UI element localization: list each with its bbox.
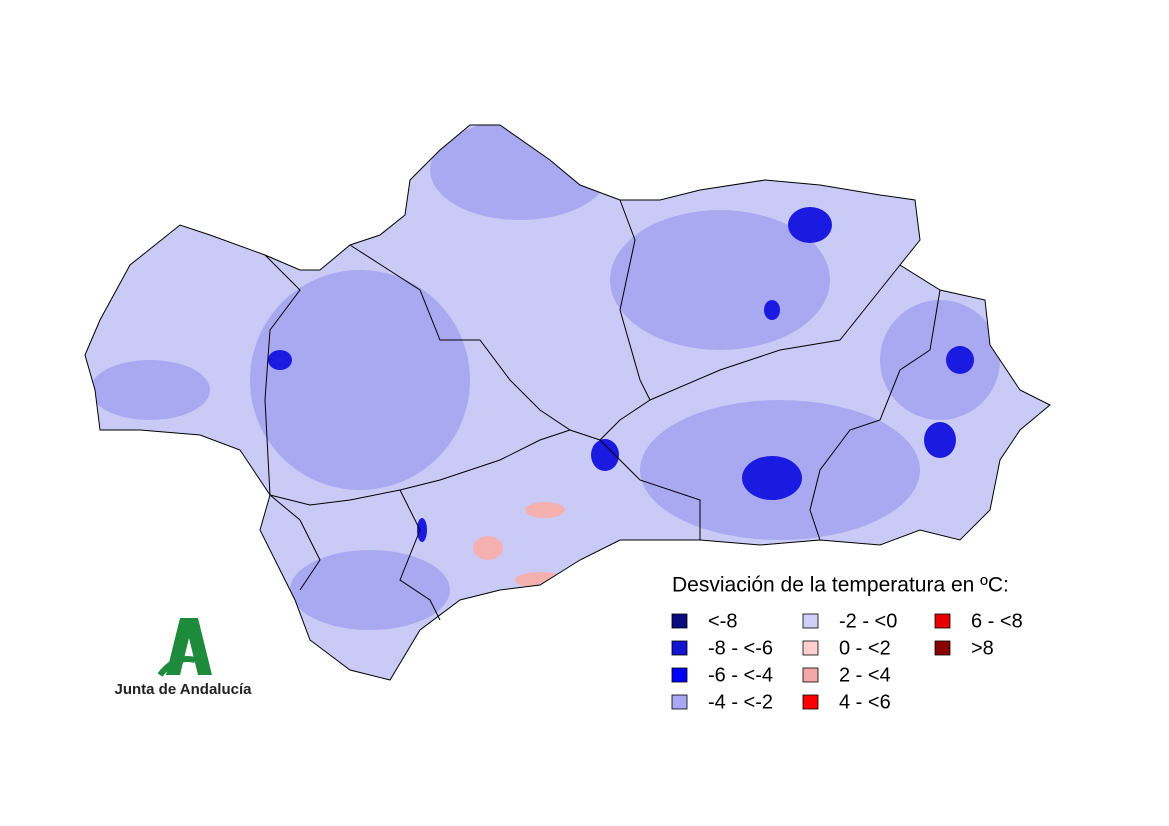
legend-swatch xyxy=(671,613,688,629)
legend-label: 6 - <8 xyxy=(971,610,1023,632)
region-fill xyxy=(417,518,427,542)
region-fill xyxy=(591,439,619,471)
province-borders xyxy=(264,199,941,621)
legend-swatch xyxy=(671,667,688,683)
region-fill xyxy=(788,207,832,243)
region-fill xyxy=(742,456,802,500)
legend-swatch xyxy=(802,667,819,683)
region-fill xyxy=(924,422,956,458)
legend-swatch xyxy=(802,640,819,656)
legend-label: <-8 xyxy=(708,610,737,632)
legend-swatch xyxy=(802,694,819,710)
legend: Desviación de la temperatura en ºC: <-8 -… xyxy=(671,574,1023,713)
legend-label: 2 - <4 xyxy=(839,664,891,686)
logo-text: Junta de Andalucía xyxy=(115,681,253,698)
legend-label: -4 - <-2 xyxy=(708,691,773,713)
region-fill xyxy=(90,360,210,420)
legend-label: -2 - <0 xyxy=(839,610,897,632)
legend-label: >8 xyxy=(971,637,994,659)
legend-title: Desviación de la temperatura en ºC: xyxy=(672,574,1009,597)
logo: Junta de Andalucía xyxy=(115,618,253,698)
legend-label: 0 - <2 xyxy=(839,637,891,659)
region-fill xyxy=(946,346,974,374)
legend-label: 4 - <6 xyxy=(839,691,891,713)
region-outline xyxy=(84,124,1051,681)
legend-label: -8 - <-6 xyxy=(708,637,773,659)
region-fill xyxy=(525,502,565,518)
region-fill xyxy=(268,350,292,370)
region-fill xyxy=(473,536,503,560)
region-fill xyxy=(880,300,1000,420)
region-fill xyxy=(250,270,470,490)
legend-swatch xyxy=(671,640,688,656)
region-fill xyxy=(764,300,780,320)
legend-swatch xyxy=(802,613,819,629)
legend-swatch xyxy=(671,694,688,710)
legend-label: -6 - <-4 xyxy=(708,664,773,686)
region-fill xyxy=(290,550,450,630)
legend-swatch xyxy=(934,640,951,656)
logo-mark xyxy=(157,656,196,677)
legend-swatch xyxy=(934,613,951,629)
